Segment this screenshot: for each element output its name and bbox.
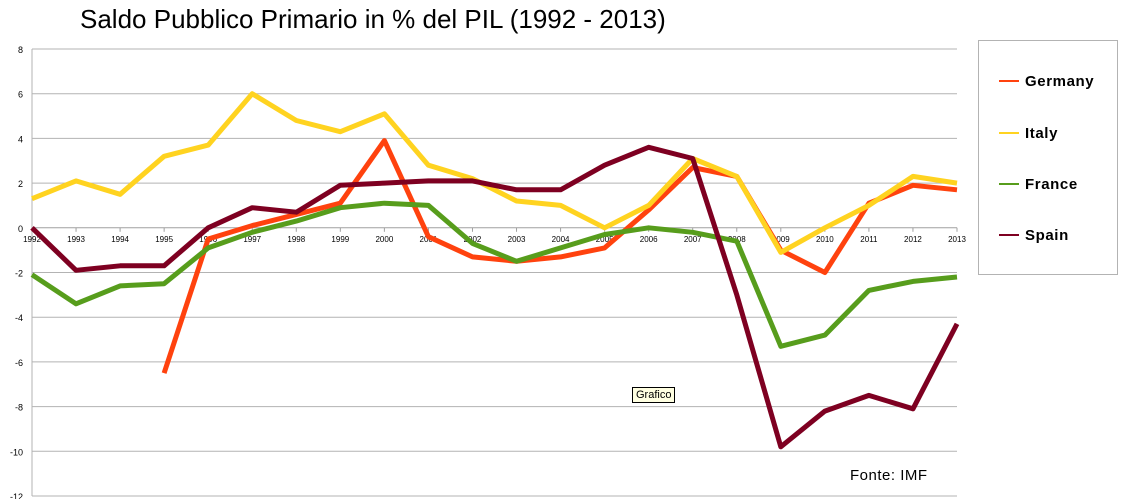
source-note: Fonte: IMF bbox=[850, 467, 928, 484]
series-line-italy bbox=[31, 91, 958, 255]
y-tick-label: -4 bbox=[15, 313, 23, 323]
series-lines bbox=[30, 91, 960, 450]
y-tick-label: 4 bbox=[18, 134, 23, 144]
y-tick-label: -10 bbox=[10, 447, 23, 457]
x-tick-label: 2010 bbox=[816, 235, 834, 244]
series-line-france bbox=[30, 200, 958, 349]
gridlines bbox=[32, 48, 957, 497]
legend-item-france: France bbox=[999, 174, 1078, 194]
y-tick-label: -6 bbox=[15, 358, 23, 368]
y-tick-label: 0 bbox=[18, 224, 23, 234]
x-tick-label: 2002 bbox=[464, 235, 482, 244]
x-tick-label: 1999 bbox=[331, 235, 349, 244]
chart-title: Saldo Pubblico Primario in % del PIL (19… bbox=[80, 4, 666, 34]
x-tick-label: 2004 bbox=[552, 235, 570, 244]
legend-label-spain: Spain bbox=[1025, 226, 1069, 244]
x-tick-label: 1994 bbox=[111, 235, 129, 244]
tooltip: Grafico bbox=[632, 387, 676, 403]
x-tick-label: 2006 bbox=[640, 235, 658, 244]
y-tick-label: -2 bbox=[15, 269, 23, 279]
x-tick-label: 2012 bbox=[904, 235, 922, 244]
legend-swatch-france bbox=[999, 183, 1019, 185]
x-tick-label: 2011 bbox=[860, 235, 878, 244]
x-tick-label: 1998 bbox=[287, 235, 305, 244]
legend-label-italy: Italy bbox=[1025, 124, 1059, 142]
legend-item-spain: Spain bbox=[999, 225, 1069, 245]
x-tick-label: 2003 bbox=[508, 235, 526, 244]
x-tick-label: 2009 bbox=[772, 235, 790, 244]
legend-label-germany: Germany bbox=[1025, 72, 1095, 90]
x-tick-label: 2005 bbox=[596, 235, 614, 244]
y-tick-label: 6 bbox=[18, 90, 23, 100]
legend-item-italy: Italy bbox=[999, 123, 1058, 143]
y-tick-label: -8 bbox=[15, 403, 23, 413]
x-tick-label: 2007 bbox=[684, 235, 702, 244]
legend-swatch-spain bbox=[999, 234, 1019, 236]
y-tick-label: -12 bbox=[10, 492, 23, 499]
legend: Germany Italy France Spain bbox=[978, 40, 1118, 275]
x-tick-label: 1997 bbox=[243, 235, 261, 244]
x-tick-label: 2013 bbox=[948, 235, 966, 244]
x-tick-label: 1992 bbox=[23, 235, 41, 244]
x-tick-label: 1993 bbox=[67, 235, 85, 244]
legend-item-germany: Germany bbox=[999, 71, 1094, 91]
x-tick-label: 2000 bbox=[375, 235, 393, 244]
y-tick-label: 2 bbox=[18, 179, 23, 189]
series-line-spain bbox=[30, 144, 960, 450]
y-tick-label: 8 bbox=[18, 45, 23, 55]
legend-label-france: France bbox=[1025, 175, 1078, 193]
x-tick-label: 1995 bbox=[155, 235, 173, 244]
legend-swatch-italy bbox=[999, 132, 1019, 134]
legend-swatch-germany bbox=[999, 80, 1019, 82]
